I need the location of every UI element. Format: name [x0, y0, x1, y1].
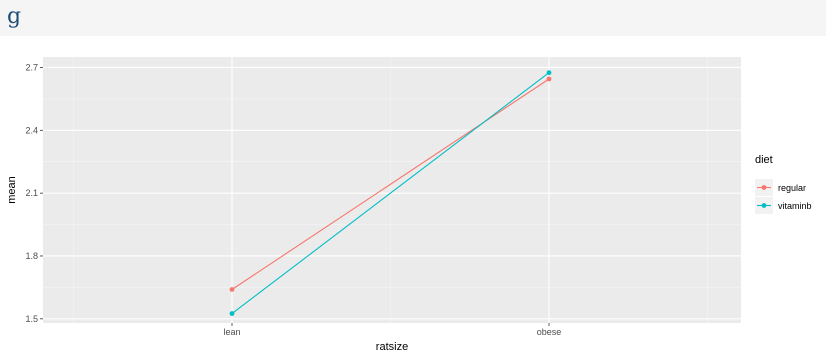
x-tick-label: lean — [223, 327, 240, 337]
legend-label: regular — [778, 183, 806, 193]
y-tick-label: 1.8 — [25, 251, 38, 261]
legend-key-point — [761, 203, 767, 208]
data-point-vitaminb-lean — [229, 311, 235, 316]
y-tick-label: 1.5 — [25, 314, 38, 324]
legend-item-vitaminb: vitaminb — [755, 197, 812, 214]
series-layer — [229, 70, 552, 316]
legend: diet regular vitaminb — [755, 154, 812, 214]
plot-background — [43, 57, 741, 323]
x-tick-label: obese — [537, 327, 562, 337]
series-line-vitaminb — [231, 72, 550, 315]
data-point-vitaminb-obese — [546, 70, 552, 76]
y-tick-label: 2.1 — [25, 188, 38, 198]
series-vitaminb — [229, 70, 552, 316]
x-axis-title: ratsize — [376, 341, 408, 352]
legend-label: vitaminb — [778, 201, 812, 211]
plot-panel — [43, 57, 741, 323]
y-tick-label: 2.4 — [25, 125, 38, 135]
series-regular — [229, 76, 552, 292]
data-point-regular-obese — [546, 76, 552, 82]
legend-item-regular: regular — [755, 179, 806, 196]
y-tick-label: 2.7 — [25, 62, 38, 72]
series-line-regular — [231, 78, 550, 290]
data-point-regular-lean — [229, 287, 235, 292]
axes: 1.5 1.8 2.1 2.4 2.7 lean obese ratsize mean — [6, 62, 561, 352]
line-chart: 1.5 1.8 2.1 2.4 2.7 lean obese ratsize mean diet… — [6, 57, 812, 352]
legend-title: diet — [755, 154, 773, 166]
y-axis-title: mean — [6, 176, 18, 204]
legend-key-point — [761, 185, 767, 190]
page-title: g — [7, 4, 22, 29]
top-bar: g — [0, 0, 826, 36]
